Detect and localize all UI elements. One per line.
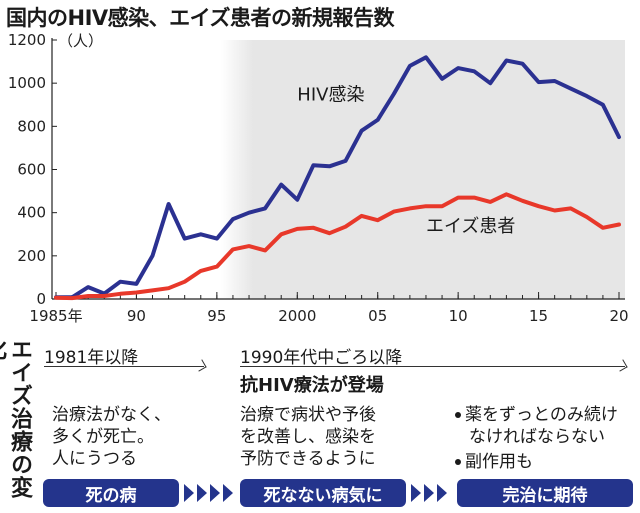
era3-bullet-1-text: 薬をずっとのみ続け [465,405,618,425]
era2-label: 1990年代中ごろ以降 [240,348,403,368]
x-tick-label: 95 [207,307,226,325]
arrow-right-icon [184,484,194,502]
x-tick-label: 10 [449,307,468,325]
x-tick-label: 2000 [278,307,316,325]
x-tick-label: 20 [609,307,628,325]
y-tick-label: 200 [17,247,46,265]
x-tick-label: 1985年 [29,307,82,325]
chart-title: 国内のHIV感染、エイズ患者の新規報告数 [6,6,395,30]
era2-timeline [240,366,625,367]
arrow-right-icon [437,484,447,502]
era3-bullet-2-text: 副作用も [465,452,533,472]
y-tick-label: 0 [36,290,46,308]
bullet-dot-icon [455,412,461,418]
x-tick-label: 90 [127,307,146,325]
era1-label: 1981年以降 [44,348,139,368]
series-label-aids: エイズ患者 [426,216,515,237]
arrow-right-icon [223,484,233,502]
arrow-right-icon [210,484,220,502]
y-axis-unit: （人） [58,32,103,50]
stage-box-1: 死の病 [43,479,179,507]
chart-svg: 0 200 400 600 800 1000 1200 （人） 1985年 90 95 2000 05 1… [8,31,629,325]
stage-box-2: 死なない病気に [240,479,406,507]
era3-bullet-1: 薬をずっとのみ続け なければならない [455,404,618,448]
era3-bullet-2: 副作用も [455,451,533,473]
era2-description: 治療で病状や予後 を改善し、感染を 予防できるように [240,405,376,469]
arrow-right-icon [197,484,207,502]
series-line-1 [54,55,621,300]
arrow-right-icon [424,484,434,502]
series-line-2 [54,192,621,301]
era1-description: 治療法がなく、 多くが死亡。 人にうつる [52,405,171,469]
progress-arrows-1 [184,484,233,502]
era2-timeline-tip [615,359,628,372]
drug-heading: 抗HIV療法が登場 [240,375,384,396]
x-tick-label: 15 [529,307,548,325]
y-tick-label: 800 [17,117,46,135]
arrow-right-icon [411,484,421,502]
y-tick-label: 1200 [8,31,46,49]
era1-timeline [44,366,204,367]
y-tick-label: 400 [17,204,46,222]
stage-box-3: 完治に期待 [457,479,633,507]
shaded-era-region [220,40,625,299]
y-tick-label: 1000 [8,74,46,92]
era1-timeline-tip [194,359,207,372]
era3-bullet-1-cont: なければならない [469,427,605,447]
y-tick-label: 600 [17,161,46,179]
side-title: エイズ治療の変化 [0,338,32,499]
progress-arrows-2 [411,484,447,502]
series-label-hiv: HIV感染 [297,84,364,105]
x-tick-label: 05 [368,307,387,325]
bullet-dot-icon [455,459,461,465]
